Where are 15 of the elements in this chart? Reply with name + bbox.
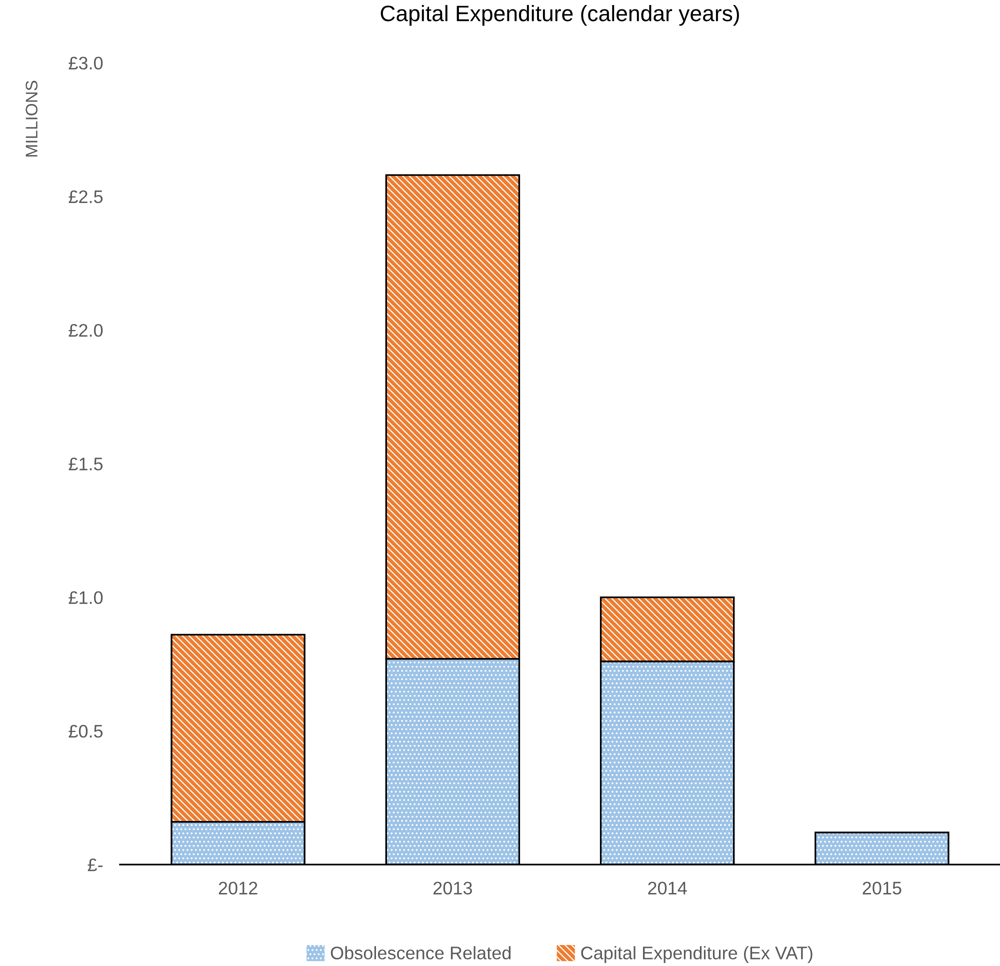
y-tick-label: £0.5: [68, 724, 103, 738]
y-tick-label: £1.5: [68, 458, 103, 470]
y-tick-label: £1.0: [68, 591, 103, 604]
y-tick-label: £2.0: [68, 324, 103, 337]
y-tick-label: £-: [88, 858, 103, 872]
x-tick-label: 2013: [434, 882, 472, 894]
legend-label: Obsolescence Related: [330, 946, 511, 960]
y-tick-label: £3.0: [68, 56, 103, 70]
x-tick-label: 2012: [218, 882, 258, 894]
x-tick-label: 2014: [648, 882, 687, 894]
legend-label: Capital Expenditure (Ex VAT): [581, 946, 812, 963]
chart-title: Capital Expenditure (calendar years): [380, 5, 739, 26]
y-axis-title: MILLIONS: [26, 80, 38, 156]
y-tick-label: £2.5: [68, 190, 103, 204]
x-tick-label: 2015: [862, 882, 902, 894]
